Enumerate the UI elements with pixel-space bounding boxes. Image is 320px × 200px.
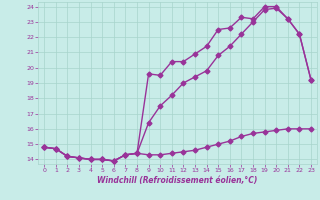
X-axis label: Windchill (Refroidissement éolien,°C): Windchill (Refroidissement éolien,°C) (97, 176, 258, 185)
